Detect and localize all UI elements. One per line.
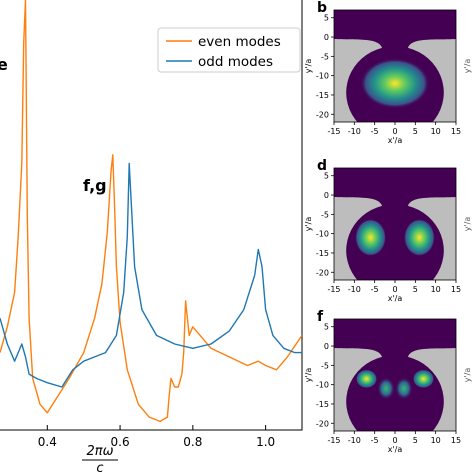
x-axis-label-numerator: 2πω — [87, 444, 114, 459]
field-map — [334, 319, 456, 431]
y-tick-label: -10 — [316, 72, 329, 81]
field-domain — [334, 319, 456, 431]
x-tick-label: 0 — [392, 285, 397, 294]
side-y-axis-label: y'/a — [304, 59, 313, 74]
y-tick-label: -5 — [321, 361, 329, 370]
x-tick-label: -5 — [371, 436, 379, 445]
legend-box — [157, 27, 301, 73]
x-tick-label: 15 — [451, 127, 461, 136]
side-x-axis-label: x'/a — [388, 294, 403, 303]
x-tick-label: 0 — [392, 127, 397, 136]
side-right-cut-label: y'/a — [463, 59, 472, 74]
side-panel-f: 5 0 -5 -10 -15 -20 -15 -10 -5 0 5 10 15 x'/a y'/a y'/a f — [304, 309, 472, 454]
x-tick-label: -5 — [371, 285, 379, 294]
side-x-axis-label: x'/a — [388, 445, 403, 454]
x-tick-label: -5 — [371, 127, 379, 136]
field-hotspot — [355, 218, 387, 257]
panel-letter-b: b — [317, 0, 327, 16]
x-tick-label: 10 — [431, 127, 441, 136]
x-tick-label: 10 — [431, 285, 441, 294]
legend-odd-label: odd modes — [198, 54, 273, 70]
panel-letter-fg: f,g — [83, 176, 107, 195]
y-tick-label: 0 — [324, 33, 329, 42]
y-tick-label: 0 — [324, 342, 329, 351]
panel-letter-e: e — [0, 55, 8, 74]
y-tick-label: -20 — [316, 419, 329, 428]
side-y-axis-label: y'/a — [304, 217, 313, 232]
x-ticks: 0.4 0.6 0.8 1.0 — [38, 425, 275, 449]
field-hotspot — [403, 218, 435, 257]
y-tick-label: -5 — [321, 52, 329, 61]
field-hotspot — [395, 376, 413, 401]
side-right-cut-label: y'/a — [463, 368, 472, 383]
main-plot: 0.4 0.6 0.8 1.0 even modes odd modes e f,g … — [0, 0, 303, 474]
x-tick-label: -10 — [348, 127, 361, 136]
field-hotspot — [412, 369, 435, 389]
x-tick-label: -15 — [327, 436, 340, 445]
y-tick-label: 5 — [324, 323, 329, 332]
x-axis-label-denominator: c — [96, 461, 103, 474]
x-tick-label: 10 — [431, 436, 441, 445]
y-tick-label: -15 — [316, 400, 329, 409]
side-panels: 5 0 -5 -10 -15 -20 -15 -10 -5 0 5 10 15 x'/a y'/a y'/a b… — [304, 0, 472, 454]
x-tick-label: 0.8 — [183, 435, 202, 449]
x-tick-label: 5 — [413, 285, 418, 294]
y-tick-label: -20 — [316, 110, 329, 119]
side-y-axis-label: y'/a — [304, 368, 313, 383]
panel-letter-d: d — [317, 158, 327, 174]
side-panel-d: 5 0 -5 -10 -15 -20 -15 -10 -5 0 5 10 15 x'/a y'/a y'/a d — [304, 158, 472, 303]
field-hotspot — [355, 369, 378, 389]
x-tick-label: 0.6 — [111, 435, 130, 449]
field-hotspot — [377, 376, 396, 401]
y-tick-label: -10 — [316, 381, 329, 390]
legend: even modes odd modes — [157, 27, 301, 73]
field-hotspot — [360, 58, 430, 109]
y-tick-label: 5 — [324, 172, 329, 181]
x-tick-label: -10 — [348, 285, 361, 294]
x-tick-label: 15 — [451, 436, 461, 445]
series-line-even-modes — [0, 0, 302, 423]
x-tick-label: 0.4 — [38, 435, 57, 449]
x-tick-label: 5 — [413, 127, 418, 136]
panel-letter-f: f — [317, 309, 324, 325]
legend-even-label: even modes — [198, 34, 281, 50]
x-tick-label: -15 — [327, 127, 340, 136]
y-tick-label: -15 — [316, 91, 329, 100]
x-tick-label: 15 — [451, 285, 461, 294]
x-tick-label: 1.0 — [256, 435, 275, 449]
y-tick-label: 5 — [324, 14, 329, 23]
x-tick-label: 0 — [392, 436, 397, 445]
series-layer — [0, 0, 302, 423]
x-tick-label: -10 — [348, 436, 361, 445]
y-tick-label: -5 — [321, 210, 329, 219]
series-line-odd-modes — [0, 162, 302, 388]
field-map — [334, 168, 456, 280]
x-tick-label: 5 — [413, 436, 418, 445]
y-tick-label: 0 — [324, 191, 329, 200]
side-x-axis-label: x'/a — [388, 136, 403, 145]
side-panel-b: 5 0 -5 -10 -15 -20 -15 -10 -5 0 5 10 15 x'/a y'/a y'/a b — [304, 0, 472, 145]
x-tick-label: -15 — [327, 285, 340, 294]
y-tick-label: -15 — [316, 249, 329, 258]
y-tick-label: -20 — [316, 268, 329, 277]
y-tick-label: -10 — [316, 230, 329, 239]
x-axis-label: 2πω c — [82, 444, 118, 474]
field-map — [334, 10, 456, 122]
side-right-cut-label: y'/a — [463, 217, 472, 232]
